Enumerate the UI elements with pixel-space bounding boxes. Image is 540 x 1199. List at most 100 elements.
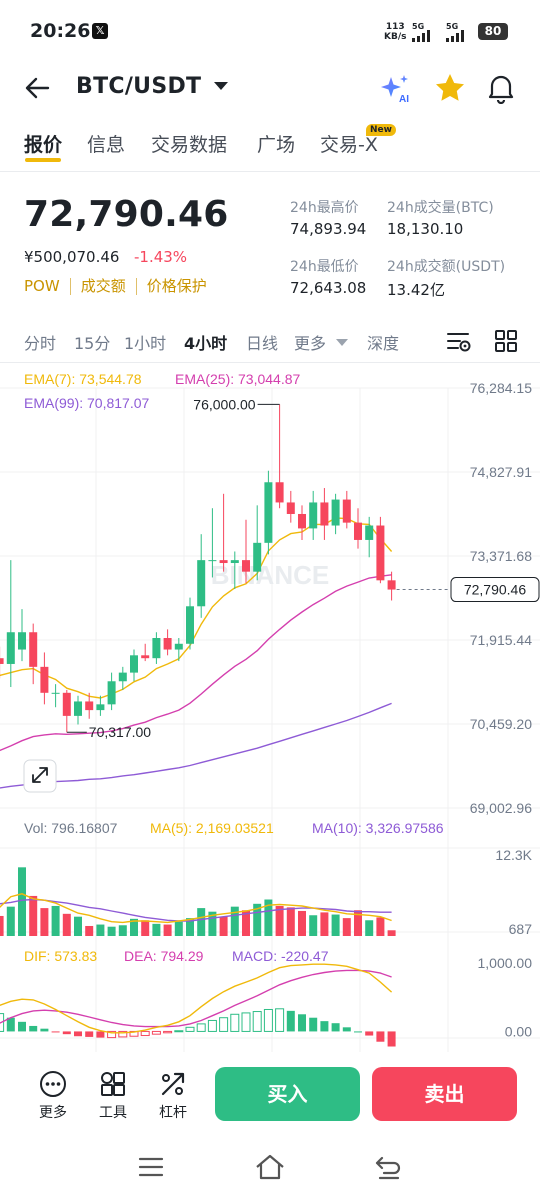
macd-hist-bar <box>40 1028 49 1032</box>
sell-button[interactable]: 卖出 <box>372 1067 517 1121</box>
volume-legend: Vol: 796.16807 <box>24 820 118 836</box>
favorite-star-icon[interactable] <box>434 72 466 104</box>
interval-time[interactable]: 分时 <box>24 334 57 353</box>
volume-bar <box>163 924 172 936</box>
ai-sparkle-icon[interactable]: AI <box>380 74 412 104</box>
candle-body <box>387 580 396 590</box>
pair-dropdown-icon[interactable] <box>214 82 228 90</box>
candle-body <box>29 632 38 667</box>
low-value: 72,643.08 <box>290 279 367 297</box>
interval-1h[interactable]: 1小时 <box>124 334 167 353</box>
vol-ma10-legend: MA(10): 3,326.97586 <box>312 820 444 836</box>
volume-bar <box>376 917 385 936</box>
tab-trade-x[interactable]: 交易-X <box>320 134 378 156</box>
tools-label: 工具 <box>99 1105 127 1121</box>
price-change: -1.43% <box>134 248 188 266</box>
macd-hist-bar <box>6 1017 15 1032</box>
volume-axis-label: 687 <box>509 921 533 937</box>
volume-bar <box>107 926 116 936</box>
buy-button[interactable]: 买入 <box>215 1067 360 1121</box>
candle-body <box>376 525 385 581</box>
last-price: 72,790.46 <box>24 194 229 235</box>
last-price-tag-box <box>450 577 540 603</box>
kline-chart[interactable]: BINANCE 76,000.00 70,317.00 72,790.46 76,2… <box>0 362 540 1052</box>
price-axis-label: 70,459.20 <box>470 716 532 732</box>
home-icon[interactable] <box>254 1153 286 1181</box>
dif-line <box>0 963 393 1034</box>
pair-title[interactable]: BTC/USDT <box>76 74 202 99</box>
macd-legend: MACD: -220.47 <box>232 948 329 964</box>
tab-info[interactable]: 信息 <box>87 134 126 156</box>
x-app-icon: 𝕏 <box>92 23 108 39</box>
volume-bar <box>320 912 329 936</box>
interval-15m[interactable]: 15分 <box>74 334 111 353</box>
interval-1d[interactable]: 日线 <box>246 334 279 353</box>
leverage-button[interactable]: 杠杆 <box>148 1070 198 1122</box>
volume-bar <box>365 920 374 936</box>
price-axis-label: 76,284.15 <box>470 380 532 396</box>
tab-trading-data[interactable]: 交易数据 <box>151 134 228 156</box>
more-dropdown-icon[interactable] <box>336 339 348 346</box>
tag-pow[interactable]: POW <box>24 278 71 295</box>
tools-button[interactable]: 工具 <box>88 1070 138 1122</box>
interval-more[interactable]: 更多 <box>294 334 327 353</box>
watermark: BINANCE <box>211 560 329 590</box>
macd-hist-bar <box>219 1017 229 1032</box>
grid-layout-icon[interactable] <box>494 329 518 353</box>
volume-bar <box>174 921 183 936</box>
volume-bar <box>29 895 38 936</box>
last-price-tag: 72,790.46 <box>464 582 526 598</box>
tab-square[interactable]: 广场 <box>257 134 296 156</box>
ema7-legend: EMA(7): 73,544.78 <box>24 371 142 387</box>
candle-body <box>298 513 306 529</box>
active-tab-indicator <box>25 158 61 162</box>
more-label: 更多 <box>39 1105 67 1121</box>
dea-legend: DEA: 794.29 <box>124 948 204 964</box>
candle-body <box>275 482 284 503</box>
candle-body <box>0 658 4 664</box>
volume-bar <box>219 916 228 936</box>
vol-usdt-value: 13.42亿 <box>387 281 445 299</box>
fullscreen-icon[interactable] <box>23 759 57 793</box>
tag-price-protection[interactable]: 价格保护 <box>146 277 207 295</box>
kline-chart-area[interactable]: BINANCE 76,000.00 70,317.00 72,790.46 76,2… <box>0 362 540 1052</box>
divider <box>0 171 540 172</box>
svg-text:AI: AI <box>399 94 409 104</box>
volume-bar <box>85 925 94 936</box>
interval-depth[interactable]: 深度 <box>367 334 400 353</box>
more-button[interactable]: 更多 <box>28 1070 78 1122</box>
volume-axis-label: 12.3K <box>495 847 532 863</box>
tab-quote[interactable]: 报价 <box>24 134 63 156</box>
volume-bar <box>74 916 82 936</box>
chart-settings-icon[interactable] <box>446 329 472 353</box>
volume-bar <box>62 913 71 936</box>
leverage-icon <box>161 1072 185 1096</box>
net-speed-unit: KB/s <box>384 32 407 42</box>
volume-bar <box>141 920 150 936</box>
macd-axis-label: 0.00 <box>505 1023 532 1039</box>
candle-body <box>6 632 15 664</box>
nav-back-icon[interactable] <box>374 1154 404 1180</box>
ema99-legend: EMA(99): 70,817.07 <box>24 395 150 411</box>
volume-bar <box>309 915 318 936</box>
low-label: 24h最低价 <box>290 259 359 275</box>
macd-hist-bar <box>62 1031 71 1035</box>
candle-body <box>85 701 94 711</box>
candle-body <box>354 522 362 540</box>
candle-body <box>141 655 150 659</box>
volume-bar <box>51 905 60 936</box>
back-arrow-icon[interactable] <box>24 74 52 102</box>
menu-icon[interactable] <box>138 1156 164 1178</box>
bell-icon[interactable] <box>486 72 516 104</box>
volume-bar <box>6 906 15 936</box>
battery-icon: 80 <box>478 23 508 40</box>
volume-bar <box>197 908 206 936</box>
tag-turnover[interactable]: 成交额 <box>71 278 137 295</box>
vol-usdt-label: 24h成交额(USDT) <box>387 259 506 275</box>
high-marker-label: 76,000.00 <box>193 396 255 412</box>
high-value: 74,893.94 <box>290 220 367 238</box>
price-axis-label: 71,915.44 <box>470 632 532 648</box>
interval-4h[interactable]: 4小时 <box>184 334 228 353</box>
sim1-label: 5G <box>412 22 425 31</box>
status-bar: 20:26 𝕏 113 KB/s 5G 5G 80 <box>0 0 540 62</box>
